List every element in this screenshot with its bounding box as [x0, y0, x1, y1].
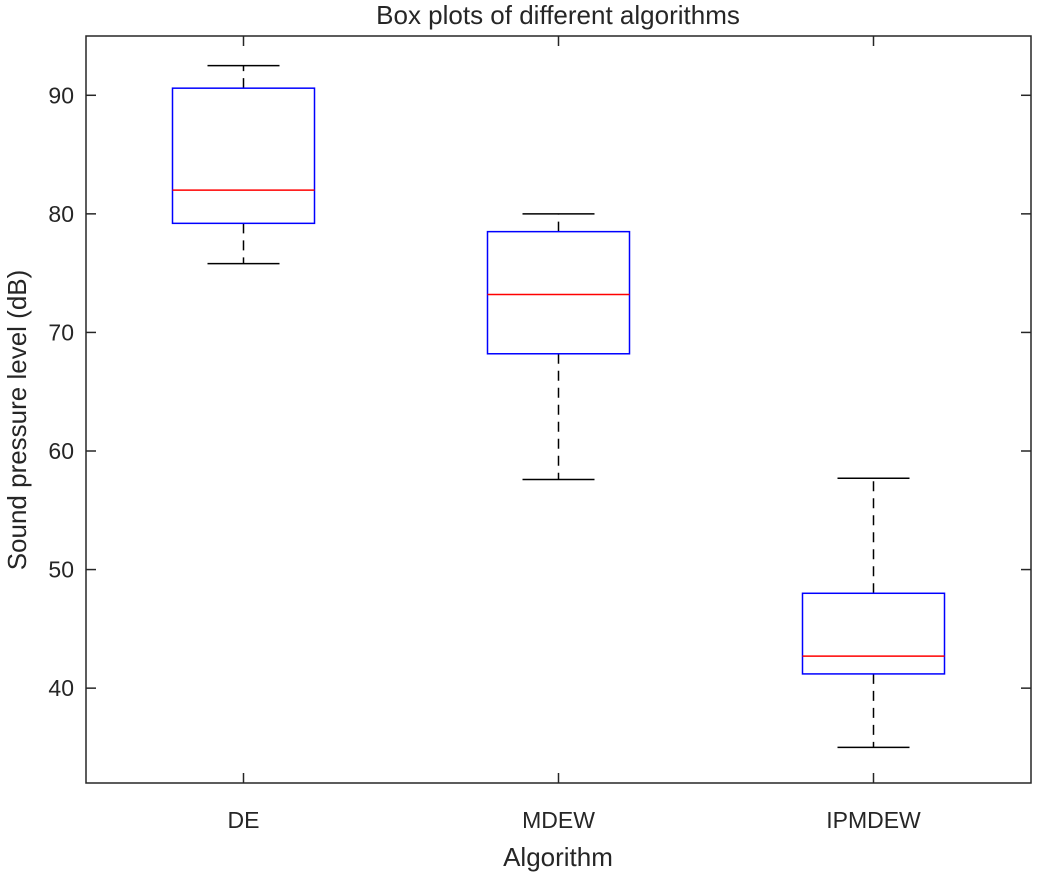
- y-tick-label-90: 90: [48, 82, 74, 108]
- y-tick-label-70: 70: [48, 319, 74, 345]
- x-tick-label-MDEW: MDEW: [522, 807, 595, 833]
- y-tick-label-80: 80: [48, 201, 74, 227]
- box-DE: [171, 87, 316, 225]
- x-tick-label-IPMDEW: IPMDEW: [826, 807, 921, 833]
- box-series: [171, 64, 946, 749]
- y-tick-label-50: 50: [48, 557, 74, 583]
- box-group-IPMDEW: [801, 477, 946, 749]
- box-MDEW: [486, 230, 631, 355]
- y-axis-label: Sound pressure level (dB): [2, 270, 32, 571]
- box-IPMDEW: [801, 592, 946, 675]
- x-tick-label-DE: DE: [228, 807, 260, 833]
- x-axis-label: Algorithm: [503, 842, 613, 872]
- y-axis-ticks: 40 50 60 70 80 90: [48, 82, 1031, 701]
- chart-title: Box plots of different algorithms: [376, 0, 740, 30]
- y-tick-label-60: 60: [48, 438, 74, 464]
- box-group-DE: [171, 64, 316, 265]
- x-axis-ticks: DE MDEW IPMDEW: [228, 36, 921, 833]
- box-group-MDEW: [486, 213, 631, 481]
- y-tick-label-40: 40: [48, 675, 74, 701]
